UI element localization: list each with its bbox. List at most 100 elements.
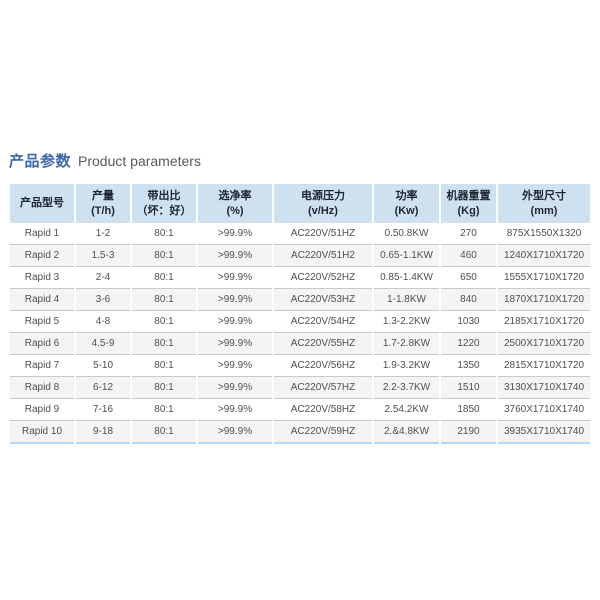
table-cell: >99.9% — [198, 333, 272, 355]
table-row: Rapid 3 2-4 80:1 >99.9% AC220V/52HZ 0.85-1.4K… — [10, 267, 590, 289]
model-cell: Rapid 6 — [10, 333, 74, 355]
column-header-label: 电源压力 — [301, 189, 345, 202]
table-row: Rapid 8 6-12 80:1 >99.9% AC220V/57HZ 2.2-3.7K… — [10, 377, 590, 399]
table-cell: 6-12 — [76, 377, 130, 399]
column-header: 外型尺寸 (mm) — [498, 184, 590, 223]
column-header-label: 产量 — [92, 189, 114, 202]
table-cell: 80:1 — [132, 311, 196, 333]
model-cell: Rapid 3 — [10, 267, 74, 289]
table-row: Rapid 6 4.5-9 80:1 >99.9% AC220V/55HZ 1.7-2.8… — [10, 333, 590, 355]
column-header-unit: (mm) — [530, 204, 558, 217]
column-header: 产品型号 — [10, 184, 74, 223]
table-header: 产品型号 产量 (T/h) 带出比 （坏：好） 选净率 (%) 电源压力 (v/Hz) 功率 (Kw… — [10, 184, 590, 223]
table-row: Rapid 10 9-18 80:1 >99.9% AC220V/59HZ 2.&4.8K… — [10, 421, 590, 444]
table-cell: 1-2 — [76, 223, 130, 245]
table-cell: 2190 — [441, 421, 496, 444]
table-cell: 875X1550X1320 — [498, 223, 590, 245]
table-row: Rapid 7 5-10 80:1 >99.9% AC220V/56HZ 1.9-3.2K… — [10, 355, 590, 377]
table-cell: AC220V/58HZ — [274, 399, 372, 421]
table-cell: 0.65-1.1KW — [374, 245, 439, 267]
column-header-unit: （坏：好） — [136, 204, 192, 217]
table-cell: 80:1 — [132, 223, 196, 245]
column-header-label: 产品型号 — [20, 197, 64, 210]
table-cell: 1240X1710X1720 — [498, 245, 590, 267]
table-cell: AC220V/53HZ — [274, 289, 372, 311]
table-cell: 1220 — [441, 333, 496, 355]
table-cell: 1.7-2.8KW — [374, 333, 439, 355]
table-cell: 4.5-9 — [76, 333, 130, 355]
table-cell: AC220V/57HZ — [274, 377, 372, 399]
table-row: Rapid 9 7-16 80:1 >99.9% AC220V/58HZ 2.54.2KW… — [10, 399, 590, 421]
column-header-unit: (v/Hz) — [308, 204, 338, 217]
column-header: 电源压力 (v/Hz) — [274, 184, 372, 223]
table-cell: 3130X1710X1740 — [498, 377, 590, 399]
table-cell: >99.9% — [198, 311, 272, 333]
table-cell: >99.9% — [198, 245, 272, 267]
table-cell: 80:1 — [132, 399, 196, 421]
column-header-label: 外型尺寸 — [522, 189, 566, 202]
table-cell: 3-6 — [76, 289, 130, 311]
table-cell: 1350 — [441, 355, 496, 377]
table-cell: 1-1.8KW — [374, 289, 439, 311]
table-cell: 80:1 — [132, 355, 196, 377]
table-cell: 2.2-3.7KW — [374, 377, 439, 399]
table-cell: 1870X1710X1720 — [498, 289, 590, 311]
table-cell: AC220V/54HZ — [274, 311, 372, 333]
model-cell: Rapid 10 — [10, 421, 74, 444]
table-cell: >99.9% — [198, 399, 272, 421]
column-header-unit: (Kw) — [394, 204, 419, 217]
section-title-zh: 产品参数 — [9, 153, 72, 170]
section-title: 产品参数 Product parameters — [9, 150, 592, 171]
model-cell: Rapid 9 — [10, 399, 74, 421]
table-row: Rapid 2 1.5-3 80:1 >99.9% AC220V/51H2 0.65-1.… — [10, 245, 590, 267]
table-cell: 3760X1710X1740 — [498, 399, 590, 421]
model-cell: Rapid 4 — [10, 289, 74, 311]
table-cell: 1850 — [441, 399, 496, 421]
column-header: 机器重置 (Kg) — [441, 184, 496, 223]
table-cell: 1555X1710X1720 — [498, 267, 590, 289]
table-cell: 9-18 — [76, 421, 130, 444]
column-header-label: 机器重置 — [446, 189, 491, 202]
table-cell: 4-8 — [76, 311, 130, 333]
model-cell: Rapid 2 — [10, 245, 74, 267]
table-cell: 2.&4.8KW — [374, 421, 439, 444]
table-cell: 7-16 — [76, 399, 130, 421]
table-cell: 840 — [441, 289, 496, 311]
table-cell: 80:1 — [132, 245, 196, 267]
table-cell: 1.5-3 — [76, 245, 130, 267]
table-cell: 2.54.2KW — [374, 399, 439, 421]
table-cell: >99.9% — [198, 355, 272, 377]
table-cell: >99.9% — [198, 267, 272, 289]
table-cell: 2815X1710X1720 — [498, 355, 590, 377]
table-cell: 0.50.8KW — [374, 223, 439, 245]
table-cell: >99.9% — [198, 223, 272, 245]
model-cell: Rapid 5 — [10, 311, 74, 333]
table-cell: AC220V/55HZ — [274, 333, 372, 355]
model-cell: Rapid 8 — [10, 377, 74, 399]
table-row: Rapid 1 1-2 80:1 >99.9% AC220V/51HZ 0.50.8KW 2… — [10, 223, 590, 245]
table-cell: 80:1 — [132, 267, 196, 289]
table-cell: AC220V/51H2 — [274, 245, 372, 267]
column-header-unit: (%) — [226, 204, 244, 217]
column-header-unit: (Kg) — [457, 204, 480, 217]
table-row: Rapid 4 3-6 80:1 >99.9% AC220V/53HZ 1-1.8KW 84… — [10, 289, 590, 311]
table-cell: 2-4 — [76, 267, 130, 289]
column-header-label: 选净率 — [218, 189, 252, 202]
model-cell: Rapid 1 — [10, 223, 74, 245]
table-cell: AC220V/52HZ — [274, 267, 372, 289]
table-cell: >99.9% — [198, 421, 272, 444]
table-cell: 1030 — [441, 311, 496, 333]
table-cell: 80:1 — [132, 333, 196, 355]
table-cell: 2185X1710X1720 — [498, 311, 590, 333]
table-cell: 1.3-2.2KW — [374, 311, 439, 333]
table-cell: 1510 — [441, 377, 496, 399]
table-cell: >99.9% — [198, 289, 272, 311]
table-cell: 650 — [441, 267, 496, 289]
table-cell: 460 — [441, 245, 496, 267]
table-row: Rapid 5 4-8 80:1 >99.9% AC220V/54HZ 1.3-2.2KW… — [10, 311, 590, 333]
table-cell: AC220V/51HZ — [274, 223, 372, 245]
table-header-row: 产品型号 产量 (T/h) 带出比 （坏：好） 选净率 (%) 电源压力 (v/Hz) 功率 (Kw… — [10, 184, 590, 223]
product-parameters-table: 产品型号 产量 (T/h) 带出比 （坏：好） 选净率 (%) 电源压力 (v/Hz) 功率 (Kw… — [8, 184, 592, 444]
column-header-label: 功率 — [395, 189, 418, 202]
